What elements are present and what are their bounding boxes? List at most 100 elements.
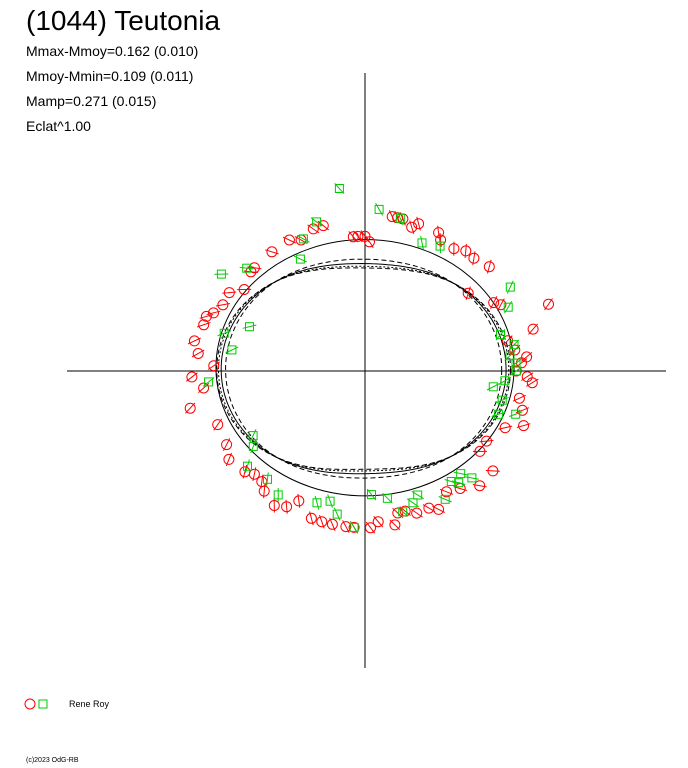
data-point-circle-70 <box>215 299 230 311</box>
data-point-square-23 <box>411 490 424 500</box>
data-point-circle-31 <box>498 422 513 434</box>
data-point-circle-35 <box>472 480 487 492</box>
data-point-square-12 <box>510 366 523 376</box>
data-point-square-32 <box>273 487 283 502</box>
data-point-square-26 <box>382 492 393 504</box>
legend-observer: Rene Roy <box>69 699 110 709</box>
data-point-circle-60 <box>212 418 224 431</box>
data-point-square-45 <box>310 217 323 227</box>
data-point-circle-37 <box>439 486 454 498</box>
data-point-circle-39 <box>422 502 436 514</box>
data-point-square-10 <box>504 350 516 361</box>
data-point-square-40 <box>225 345 239 355</box>
data-point-square-24 <box>406 498 419 508</box>
data-point-square-14 <box>486 382 500 392</box>
data-point-circle-30 <box>516 420 531 432</box>
data-point-circle-64 <box>207 360 220 372</box>
data-point-circle-75 <box>265 246 279 258</box>
legend-circle-marker <box>24 698 36 710</box>
data-point-square-27 <box>366 488 377 501</box>
fit-curve-2 <box>216 267 512 470</box>
data-point-circle-14 <box>468 251 480 266</box>
data-point-square-9 <box>508 339 520 351</box>
data-point-square-1 <box>334 183 345 195</box>
data-point-circle-28 <box>512 392 526 404</box>
legend: Rene Roy <box>24 698 109 710</box>
data-point-circle-27 <box>526 377 539 389</box>
data-point-circle-12 <box>448 241 460 256</box>
data-point-circle-72 <box>237 284 252 295</box>
data-point-square-37 <box>202 377 215 387</box>
data-point-square-43 <box>293 254 307 264</box>
data-point-circle-78 <box>307 223 320 235</box>
data-point-circle-71 <box>222 287 237 299</box>
data-point-square-19 <box>453 469 468 479</box>
data-point-circle-62 <box>198 382 210 394</box>
data-point-square-17 <box>491 409 506 419</box>
data-point-circle-59 <box>221 438 233 452</box>
copyright: (c)2023 OdG-RB <box>26 757 79 764</box>
data-point-square-34 <box>243 459 252 474</box>
chart-title: (1044) Teutonia <box>26 5 221 36</box>
data-point-circle-57 <box>239 464 251 479</box>
data-point-circle-26 <box>521 371 534 383</box>
data-point-circle-13 <box>460 243 472 258</box>
data-point-square-3 <box>395 211 405 225</box>
data-point-square-25 <box>397 506 409 517</box>
data-point-square-29 <box>332 507 342 521</box>
data-point-circle-34 <box>485 465 500 477</box>
data-point-circle-58 <box>223 452 235 467</box>
data-point-circle-2 <box>352 230 364 243</box>
legend-markers <box>24 698 48 710</box>
data-point-square-18 <box>465 473 479 483</box>
data-point-circle-76 <box>282 234 296 246</box>
data-point-circle-67 <box>196 319 211 331</box>
data-point-circle-52 <box>281 499 293 514</box>
data-point-circle-40 <box>410 507 423 519</box>
data-point-circle-11 <box>435 232 447 248</box>
data-point-circle-66 <box>187 335 201 347</box>
data-point-square-41 <box>214 269 229 279</box>
data-point-circle-47 <box>340 520 352 534</box>
data-point-square-6 <box>505 280 515 294</box>
fit-curve-3 <box>225 258 503 479</box>
data-point-circle-23 <box>520 351 533 363</box>
stat-mmax-mmoy: Mmax-Mmoy=0.162 (0.010) <box>26 43 199 59</box>
data-point-square-35 <box>248 439 258 454</box>
data-point-square-2 <box>374 203 384 216</box>
stat-mamp: Mamp=0.271 (0.015) <box>26 93 157 109</box>
data-point-circle-9 <box>413 216 425 231</box>
data-point-circle-43 <box>389 519 401 531</box>
data-point-circle-33 <box>472 445 487 457</box>
data-point-square-42 <box>239 263 254 273</box>
data-point-circle-65 <box>191 348 205 359</box>
data-point-circle-19 <box>543 298 554 311</box>
data-point-square-22 <box>438 494 452 504</box>
fit-curve-1 <box>220 262 507 475</box>
data-point-square-21 <box>444 477 459 486</box>
data-point-circle-51 <box>293 493 305 508</box>
data-point-circle-68 <box>199 310 214 322</box>
legend-square-marker <box>38 699 48 709</box>
stat-eclat: Eclat^1.00 <box>26 118 91 134</box>
data-point-circle-42 <box>392 507 404 519</box>
data-point-circle-74 <box>247 262 262 274</box>
data-point-square-38 <box>242 322 257 332</box>
data-point-square-28 <box>349 521 359 534</box>
data-point-square-44 <box>297 234 310 244</box>
data-point-square-30 <box>325 494 335 508</box>
data-point-circle-48 <box>326 517 338 531</box>
data-point-circle-49 <box>316 514 328 529</box>
data-point-square-8 <box>495 328 506 341</box>
data-point-circle-4 <box>364 235 375 248</box>
data-point-circle-8 <box>406 220 418 234</box>
data-point-circle-16 <box>462 286 474 301</box>
data-point-square-39 <box>217 328 231 338</box>
data-point-square-7 <box>503 300 513 314</box>
data-point-circle-63 <box>185 371 198 383</box>
data-point-circle-53 <box>268 498 280 513</box>
data-point-circle-18 <box>495 298 507 312</box>
data-point-circle-38 <box>432 503 446 515</box>
data-point-circle-69 <box>206 307 221 319</box>
